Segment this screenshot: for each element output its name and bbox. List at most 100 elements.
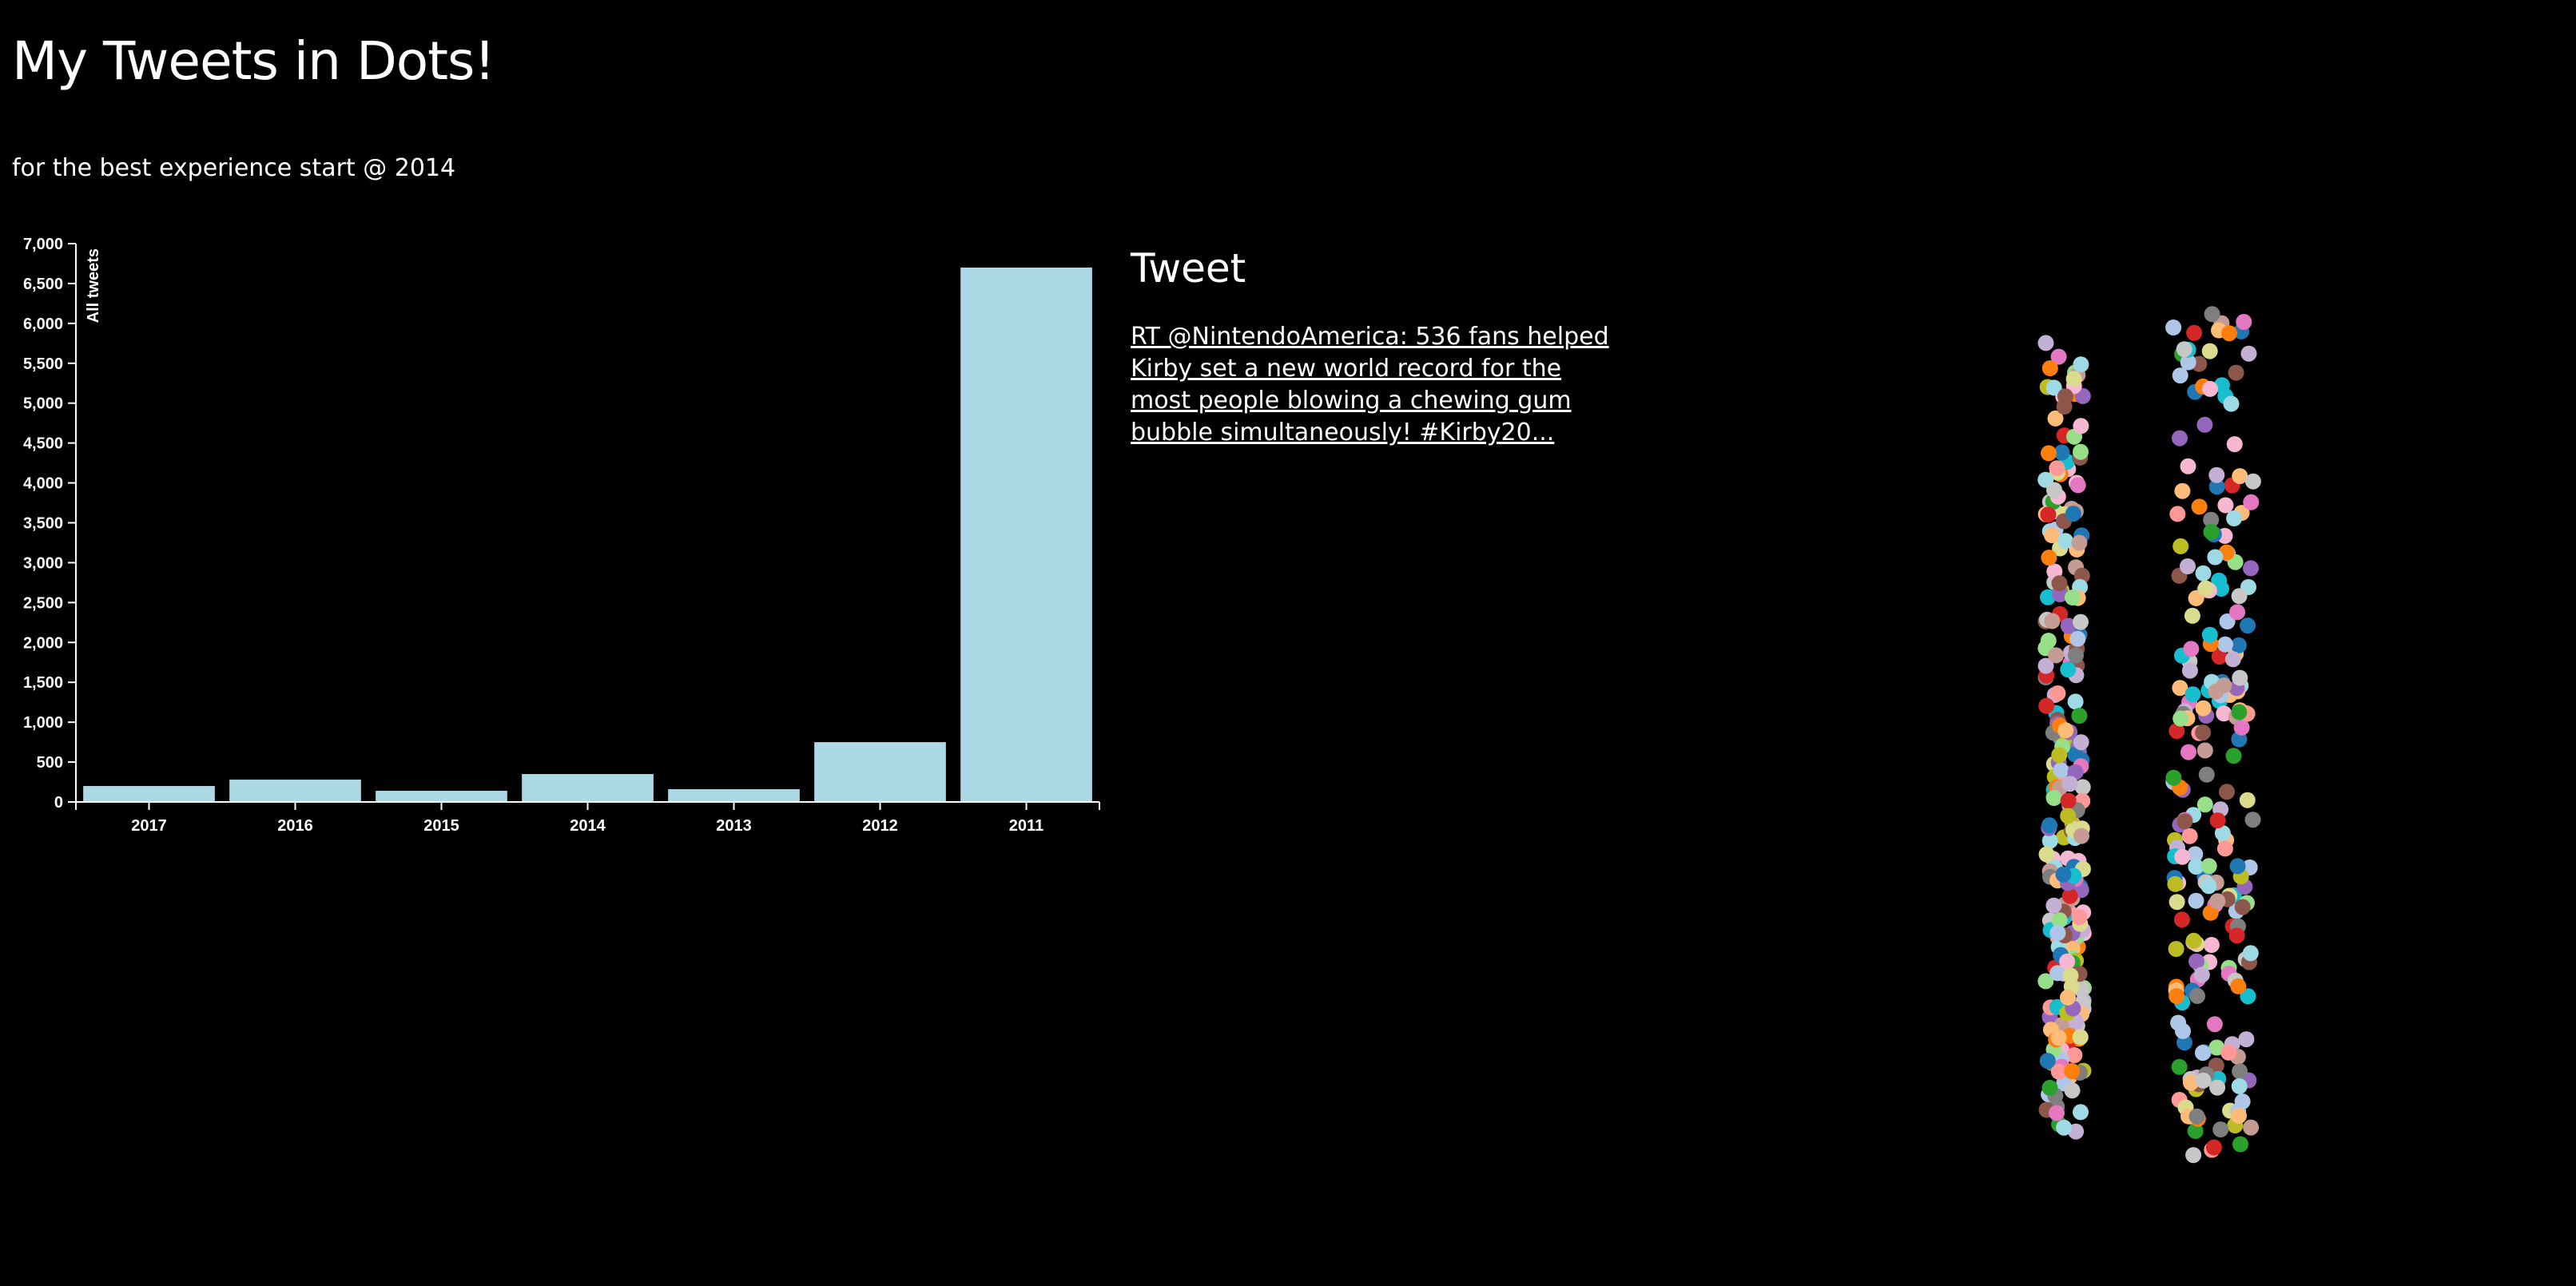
tweet-dot[interactable] [2202,904,2219,921]
tweet-dot[interactable] [2231,637,2247,653]
tweet-dot[interactable] [2183,1074,2199,1091]
tweet-dot[interactable] [2200,858,2217,875]
tweet-dot[interactable] [2195,565,2212,581]
tweet-dot[interactable] [2223,395,2240,412]
tweet-dot[interactable] [2064,1082,2081,1099]
bar-2011[interactable] [960,267,1092,802]
tweet-dot[interactable] [2041,360,2058,376]
tweet-dot[interactable] [2055,866,2072,883]
tweet-dot[interactable] [2040,589,2056,605]
tweet-dot[interactable] [2174,848,2191,865]
tweet-dot[interactable] [2046,482,2062,498]
tweet-dot[interactable] [2060,808,2077,824]
tweet-dot[interactable] [2188,859,2204,875]
tweet-dot[interactable] [2195,1072,2212,1089]
tweet-dot[interactable] [2044,613,2061,629]
tweet-dot[interactable] [2045,790,2062,806]
tweet-dot[interactable] [2040,506,2057,523]
tweet-dot[interactable] [2216,840,2233,857]
bar-2014[interactable] [522,774,654,802]
tweet-dot[interactable] [2049,685,2066,701]
tweet-dot[interactable] [2226,436,2243,453]
tweet-dot[interactable] [2060,661,2077,678]
tweet-dot[interactable] [2219,784,2235,800]
tweet-dot[interactable] [2065,371,2082,387]
tweet-dot[interactable] [2231,1107,2247,1124]
tweet-dot[interactable] [2242,945,2259,962]
bar-2012[interactable] [814,742,946,802]
tweet-dot[interactable] [2216,705,2232,722]
tweet-dot[interactable] [2186,324,2203,341]
tweet-dot[interactable] [2194,1045,2211,1062]
tweet-dot[interactable] [2184,686,2201,703]
tweet-dot[interactable] [2053,444,2070,461]
tweet-dot[interactable] [2037,657,2054,674]
tweet-dot[interactable] [2203,511,2220,528]
tweet-dot[interactable] [2225,748,2242,764]
tweet-dot[interactable] [2041,817,2057,834]
tweet-dot[interactable] [2060,617,2077,634]
tweet-dot[interactable] [2214,825,2231,842]
tweet-dot[interactable] [2073,734,2089,751]
tweet-dot[interactable] [2165,320,2182,335]
tweet-dot[interactable] [2067,693,2084,710]
tweet-dot[interactable] [2200,878,2217,895]
tweet-dot[interactable] [2209,893,2226,910]
tweet-dot[interactable] [2188,953,2204,970]
tweet-link[interactable]: RT @NintendoAmerica: 536 fans helped Kir… [1131,323,1609,447]
tweet-dot[interactable] [2207,549,2224,566]
tweet-dot[interactable] [2196,742,2213,759]
tweet-dot[interactable] [2196,796,2213,813]
tweet-dot[interactable] [2224,651,2241,668]
tweet-dot[interactable] [2208,478,2225,495]
tweet-dot[interactable] [2208,683,2224,700]
tweet-dot[interactable] [2050,1063,2067,1080]
tweet-dot[interactable] [2057,722,2074,739]
tweet-dot[interactable] [2228,364,2244,381]
tweet-dot[interactable] [2229,604,2246,621]
tweet-dot[interactable] [2038,846,2055,863]
tweet-dot[interactable] [2069,630,2086,647]
tweet-dot[interactable] [2053,762,2069,779]
tweet-dot[interactable] [2041,550,2057,566]
tweet-dot[interactable] [2240,345,2257,362]
tweet-dot[interactable] [2066,1047,2083,1063]
tweet-dot[interactable] [2171,1058,2188,1075]
tweet-dot[interactable] [2062,967,2079,984]
tweet-dot[interactable] [2231,588,2248,605]
tweet-dot[interactable] [2243,494,2260,510]
tweet-dot[interactable] [2049,965,2066,982]
tweet-dot[interactable] [2073,1104,2089,1121]
tweet-dot[interactable] [2041,445,2057,462]
tweet-dot[interactable] [2037,335,2054,351]
tweet-dot[interactable] [2195,724,2212,741]
bar-2013[interactable] [668,789,800,802]
tweet-dot[interactable] [2204,306,2220,323]
tweet-dot[interactable] [2047,410,2064,427]
tweet-dot[interactable] [2172,367,2188,384]
tweet-dot[interactable] [2048,647,2065,664]
tweet-dot[interactable] [2051,575,2068,592]
tweet-dots-plot[interactable] [1998,288,2317,1206]
tweet-dot[interactable] [2184,607,2200,624]
tweet-dot[interactable] [2232,669,2248,686]
tweet-dot[interactable] [2051,747,2068,764]
tweet-dot[interactable] [2205,1139,2222,1156]
tweet-dot[interactable] [2169,988,2185,1004]
tweet-dot[interactable] [2172,430,2188,447]
tweet-dot[interactable] [2073,356,2089,373]
tweet-dot[interactable] [2041,832,2058,849]
tweet-dot[interactable] [2061,776,2078,792]
tweet-dot[interactable] [2072,1029,2089,1046]
tweet-dot[interactable] [2045,897,2062,914]
tweet-dot[interactable] [2201,626,2218,643]
tweet-dot[interactable] [2183,641,2200,657]
tweet-dot[interactable] [2191,498,2208,515]
tweet-dot[interactable] [2244,473,2261,490]
tweet-dot[interactable] [2172,680,2188,697]
tweet-dot[interactable] [2240,617,2256,634]
tweet-dot[interactable] [2203,523,2220,540]
tweet-dot[interactable] [2060,989,2076,1006]
tweet-dot[interactable] [2068,647,2084,664]
tweet-dot[interactable] [2059,953,2076,970]
